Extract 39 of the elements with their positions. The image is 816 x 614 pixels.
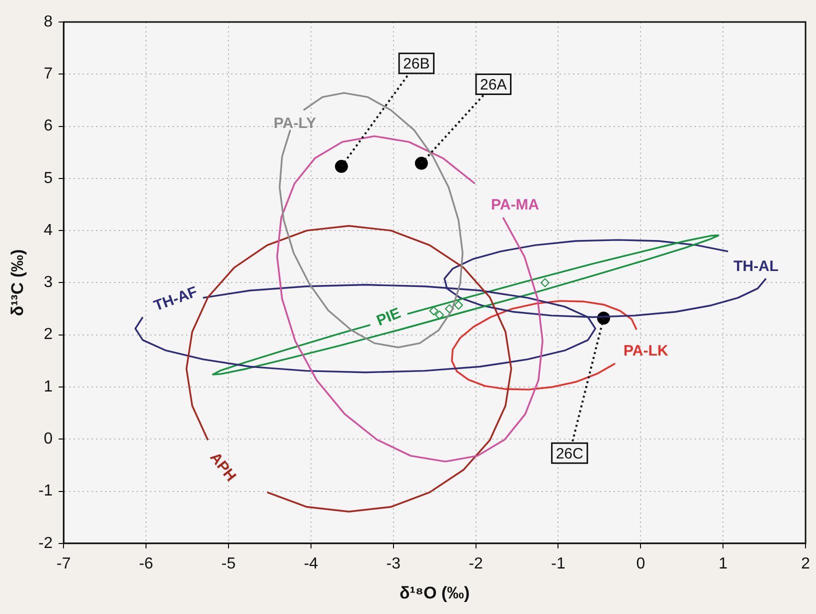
text: TH-AF <box>152 283 200 315</box>
y-tick-label: 1 <box>44 378 53 396</box>
y-tick-label: -2 <box>38 534 53 552</box>
point <box>540 278 550 288</box>
annotation: 26A <box>480 76 507 94</box>
y-tick-label: 8 <box>44 13 53 30</box>
point <box>454 300 463 310</box>
y-tick-label: 3 <box>44 274 53 292</box>
x-tick-label: -1 <box>551 555 566 572</box>
x-tick-label: 1 <box>718 555 728 572</box>
x-tick-label: -3 <box>386 555 401 572</box>
x-axis-title: δ¹⁸O (‰) <box>399 583 470 602</box>
x-tick-label: -4 <box>304 555 318 572</box>
annotation: 26B <box>403 56 430 73</box>
series-label: PA-LK <box>623 342 668 360</box>
x-tick-label: -5 <box>221 555 236 572</box>
x-tick-label: -2 <box>468 555 484 572</box>
point <box>334 160 348 173</box>
y-tick-label: 5 <box>44 170 53 187</box>
series-label: PA-LY <box>274 115 316 132</box>
x-tick-label: 2 <box>801 555 810 572</box>
series-label: TH-AL <box>734 258 779 276</box>
y-tick-label: -1 <box>38 482 53 500</box>
point <box>429 306 438 316</box>
point <box>414 156 428 170</box>
point <box>444 304 454 314</box>
series-label: PA-MA <box>490 196 540 214</box>
y-tick-label: 6 <box>44 118 53 135</box>
text: PIE <box>374 304 404 330</box>
y-tick-label: 0 <box>44 430 53 448</box>
annotation: 26C <box>556 445 584 462</box>
x-tick-label: -6 <box>138 555 154 572</box>
y-tick-label: 7 <box>44 66 53 83</box>
point <box>435 310 444 320</box>
y-tick-label: 4 <box>44 222 53 239</box>
y-tick-label: 2 <box>44 326 53 344</box>
x-tick-label: 0 <box>636 555 646 572</box>
y-axis-title: δ¹³C (‰) <box>8 249 27 316</box>
x-tick-label: -7 <box>56 555 71 572</box>
